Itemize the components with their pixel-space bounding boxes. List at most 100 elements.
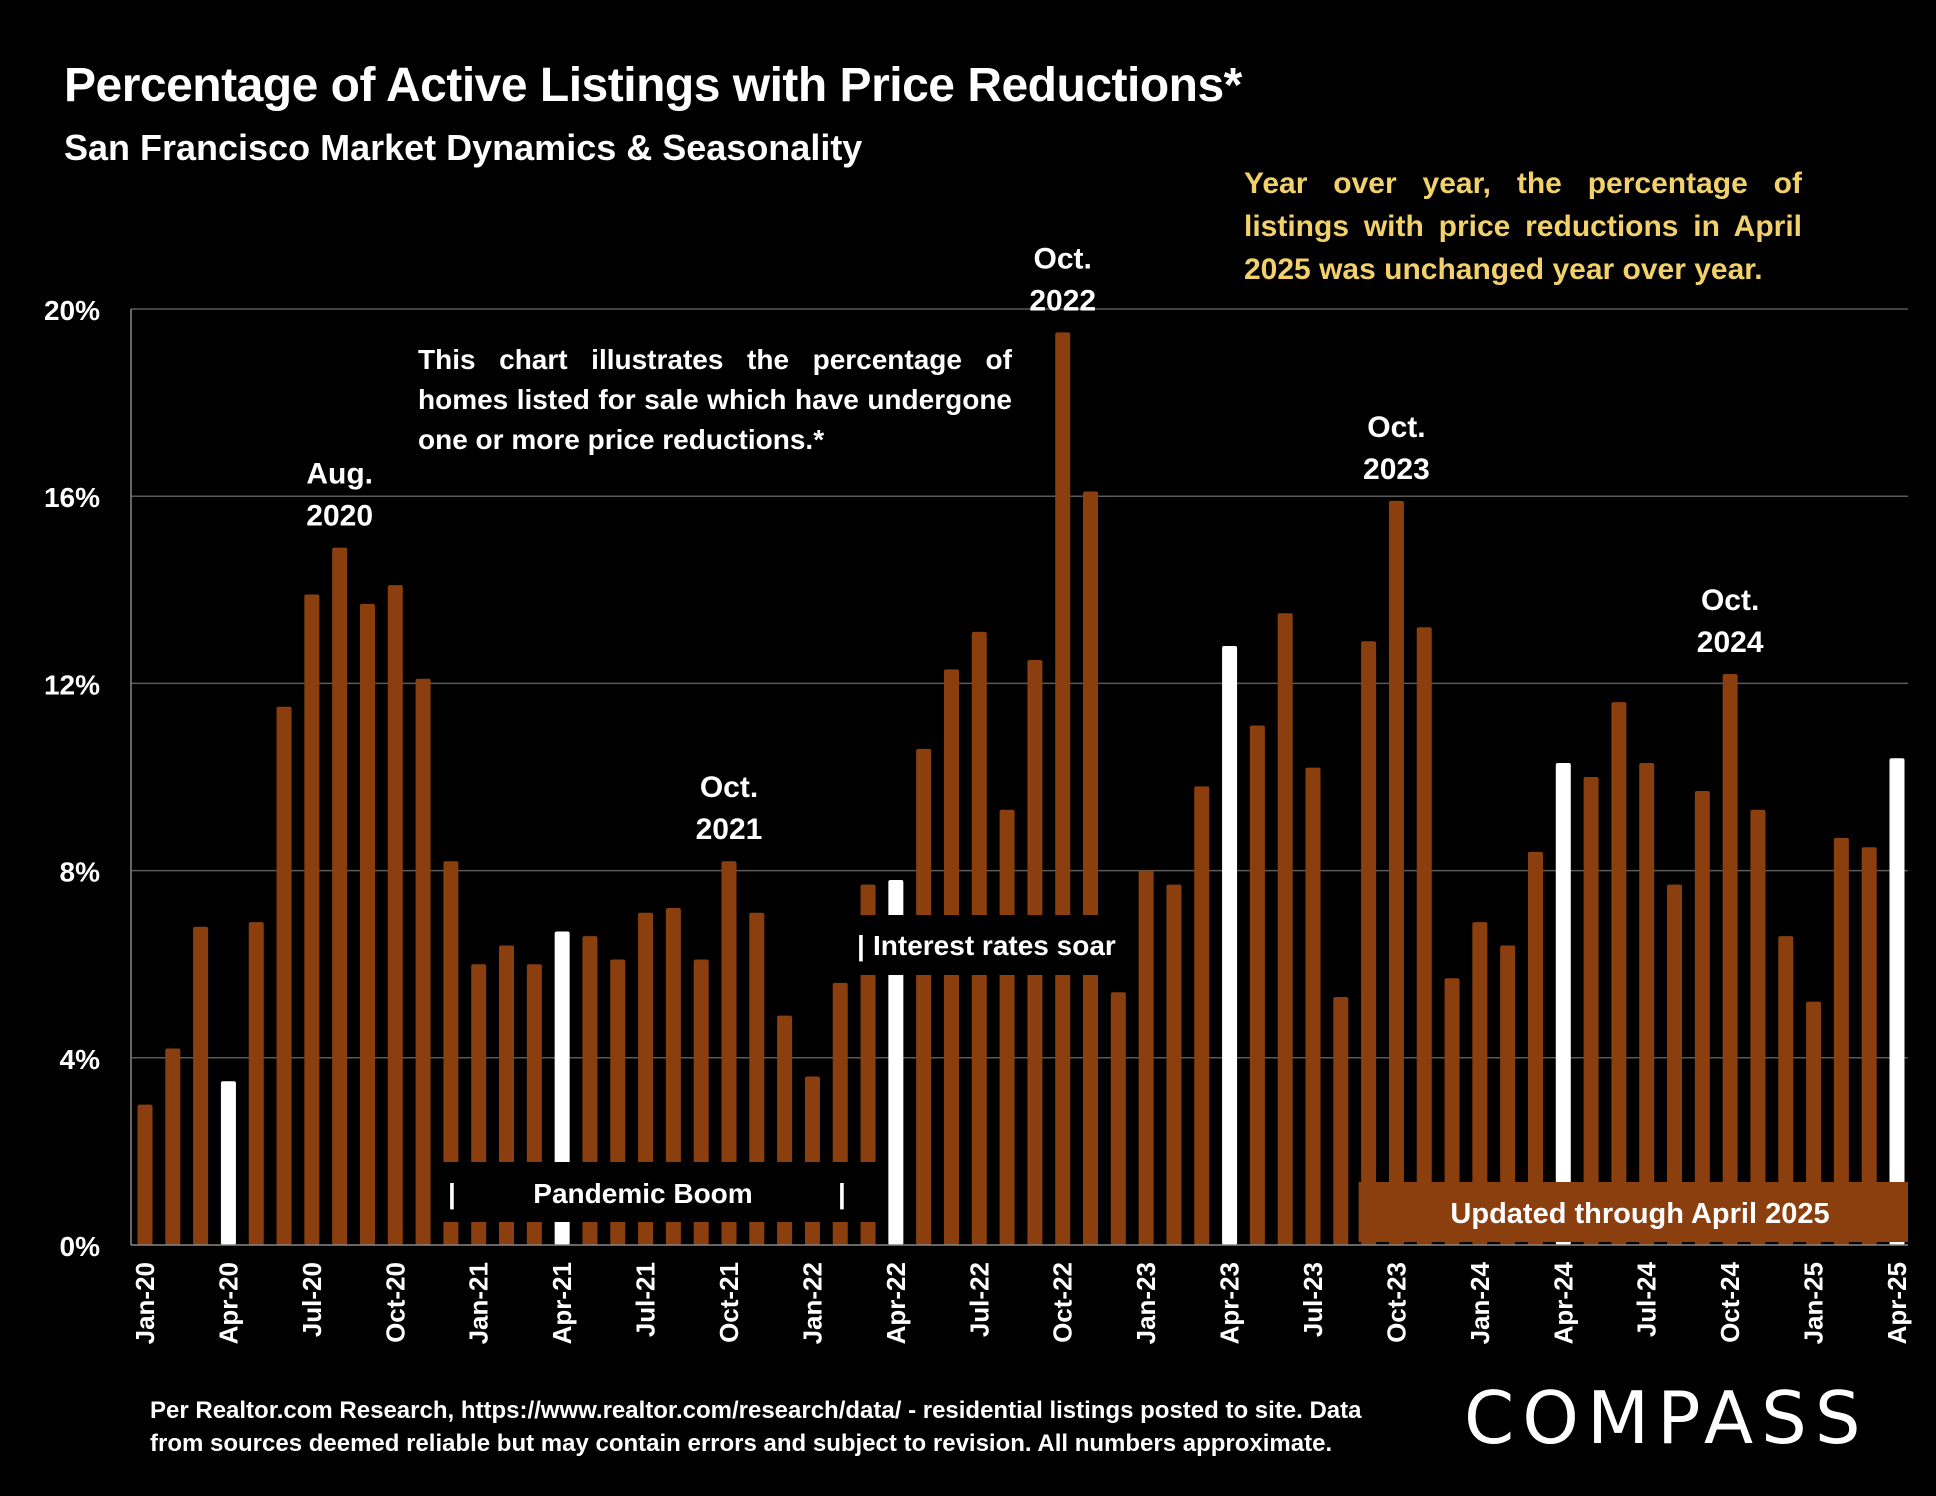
annotation-oct-23-line1: Oct. (1367, 411, 1425, 444)
bar-sep-24 (1694, 791, 1710, 1245)
bar-feb-25 (1833, 837, 1849, 1245)
bar-nov-24 (1750, 809, 1766, 1245)
bar-dec-20 (443, 861, 459, 1245)
bar-nov-23 (1416, 627, 1432, 1245)
bar-feb-20 (165, 1048, 181, 1245)
x-tick-label: Apr-21 (547, 1262, 577, 1344)
bar-dec-22 (1110, 992, 1126, 1245)
bar-apr-24 (1555, 762, 1571, 1245)
x-tick-label: Apr-23 (1215, 1262, 1245, 1344)
updated-through-band (1358, 1182, 1908, 1242)
bar-aug-21 (665, 908, 681, 1245)
y-tick-label: 0% (60, 1231, 101, 1262)
pandemic-boom-band (434, 1162, 883, 1222)
bar-jul-23 (1305, 767, 1321, 1245)
bar-mar-24 (1527, 851, 1543, 1245)
x-tick-label: Jan-25 (1799, 1262, 1829, 1344)
compass-logo: COMPASS (1464, 1376, 1869, 1460)
bar-may-22 (916, 748, 932, 1245)
bar-jul-20 (304, 594, 320, 1245)
bar-may-23 (1249, 725, 1265, 1245)
chart-subtitle: San Francisco Market Dynamics & Seasonal… (64, 127, 863, 168)
bar-aug-24 (1667, 884, 1683, 1245)
bar-jul-24 (1639, 762, 1655, 1245)
bar-sep-20 (359, 603, 375, 1245)
x-tick-label: Jul-22 (964, 1262, 994, 1337)
x-axis-labels: Jan-20 Apr-20 Jul-20 Oct-20 Jan-21 Apr-21 Jul-… (130, 1261, 1912, 1344)
x-tick-label: Apr-25 (1882, 1262, 1912, 1344)
bar-jul-21 (638, 912, 654, 1245)
bar-nov-21 (749, 912, 765, 1245)
annotation-aug-20-line1: Aug. (306, 458, 373, 491)
bar-jan-23 (1138, 870, 1154, 1245)
y-tick-label: 4% (60, 1044, 101, 1075)
bar-mar-20 (193, 926, 209, 1245)
y-axis-labels: 0% 4% 8% 12% 16% 20% (44, 295, 100, 1262)
x-tick-label: Apr-22 (881, 1262, 911, 1344)
bar-jan-24 (1472, 922, 1488, 1245)
bar-feb-24 (1500, 945, 1516, 1245)
x-tick-label: Jul-20 (297, 1262, 327, 1337)
footnote-line-2: from sources deemed reliable but may con… (150, 1430, 1333, 1457)
x-tick-label: Jul-23 (1298, 1262, 1328, 1337)
bar-oct-20 (387, 585, 403, 1245)
bar-jan-20 (137, 1104, 153, 1245)
bar-mar-25 (1861, 847, 1877, 1245)
peak-annotations: Aug. 2020 Oct. 2021 Oct. 2022 Oct. 2023 Oct. 2024 (306, 242, 1764, 846)
x-tick-label: Oct-21 (714, 1262, 744, 1343)
bar-oct-21 (721, 861, 737, 1245)
period-labels: | | Pandemic Boom | Interest rates soar Updat… (434, 915, 1908, 1242)
bar-may-24 (1583, 777, 1599, 1245)
bar-oct-24 (1722, 674, 1738, 1245)
annotation-oct-21-line2: 2021 (696, 813, 763, 846)
x-tick-label: Oct-24 (1715, 1261, 1745, 1342)
annotation-oct-23-line2: 2023 (1363, 453, 1430, 486)
interest-rates-marker: | (857, 930, 865, 961)
bar-may-20 (248, 922, 264, 1245)
interest-rates-label: Interest rates soar (873, 930, 1116, 961)
x-tick-label: Jul-21 (631, 1262, 661, 1337)
x-tick-label: Jan-24 (1465, 1261, 1495, 1344)
x-tick-label: Jan-20 (130, 1262, 160, 1344)
x-tick-label: Jul-24 (1632, 1261, 1662, 1337)
bar-nov-22 (1083, 491, 1099, 1245)
x-tick-label: Jan-22 (797, 1262, 827, 1344)
bar-sep-23 (1361, 641, 1377, 1245)
annotation-oct-24-line2: 2024 (1697, 626, 1764, 659)
pandemic-boom-label: Pandemic Boom (533, 1178, 752, 1209)
bar-dec-24 (1778, 936, 1794, 1245)
bar-oct-23 (1388, 500, 1404, 1245)
bar-jun-20 (276, 706, 292, 1245)
x-tick-label: Jan-23 (1131, 1262, 1161, 1344)
y-tick-label: 8% (60, 857, 101, 888)
bar-apr-23 (1222, 645, 1238, 1245)
bar-aug-20 (332, 547, 348, 1245)
bar-mar-23 (1194, 786, 1210, 1245)
x-tick-label: Jan-21 (464, 1262, 494, 1344)
interest-rates-band (855, 915, 1105, 975)
bar-jun-24 (1611, 702, 1627, 1245)
bar-aug-23 (1333, 996, 1349, 1245)
bar-aug-22 (999, 809, 1015, 1245)
y-tick-label: 20% (44, 295, 100, 326)
y-tick-label: 16% (44, 482, 100, 513)
yoy-note: Year over year, the percentage of listin… (1244, 167, 1802, 286)
description-note: This chart illustrates the percentage of… (418, 344, 1012, 455)
x-tick-label: Oct-23 (1381, 1262, 1411, 1343)
x-tick-label: Apr-20 (213, 1262, 243, 1344)
source-footnote: Per Realtor.com Research, https://www.re… (150, 1394, 1361, 1460)
pandemic-end-marker: | (838, 1178, 846, 1209)
bar-apr-20 (220, 1081, 236, 1245)
bar-dec-23 (1444, 978, 1460, 1245)
annotation-oct-21-line1: Oct. (700, 771, 758, 804)
bar-nov-20 (415, 678, 431, 1245)
pandemic-start-marker: | (448, 1178, 456, 1209)
annotation-aug-20-line2: 2020 (306, 500, 373, 533)
annotation-oct-22-line2: 2022 (1029, 284, 1096, 317)
updated-through-label: Updated through April 2025 (1450, 1198, 1829, 1230)
annotation-oct-24-line1: Oct. (1701, 584, 1759, 617)
chart-title: Percentage of Active Listings with Price… (64, 59, 1242, 112)
bar-feb-23 (1166, 884, 1182, 1245)
x-tick-label: Oct-22 (1048, 1262, 1078, 1343)
